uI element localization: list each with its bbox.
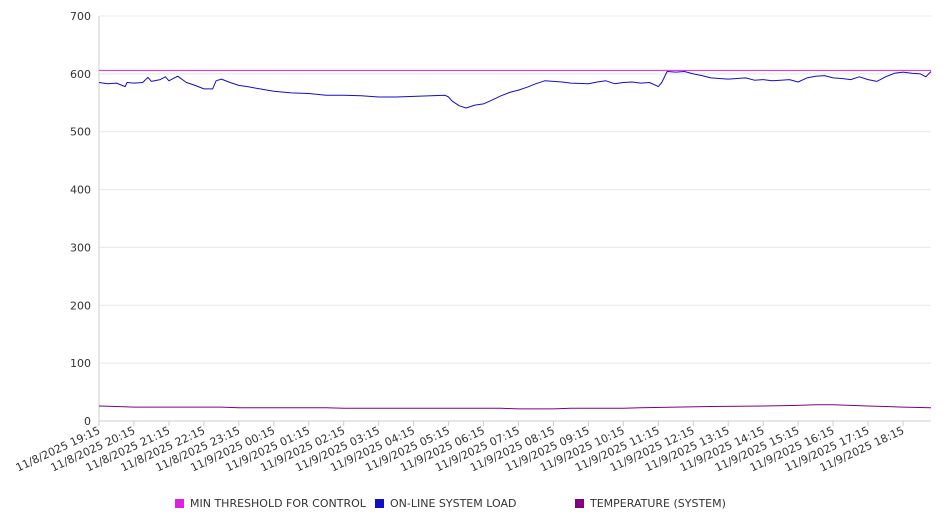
gridlines — [99, 15, 931, 364]
legend-label-min-threshold: MIN THRESHOLD FOR CONTROL — [190, 497, 366, 510]
y-tick-label-0: 0 — [84, 415, 91, 428]
legend-swatch-temperature — [575, 499, 584, 508]
legend-item-temperature[interactable]: TEMPERATURE (SYSTEM) — [575, 497, 726, 510]
y-tick-label-600: 600 — [70, 68, 91, 81]
legend-swatch-min-threshold — [175, 499, 184, 508]
y-tick-labels: 0 100 200 300 400 500 600 700 — [70, 10, 91, 428]
series-layer — [98, 69, 932, 410]
y-tick-label-200: 200 — [70, 299, 91, 312]
y-tick-label-100: 100 — [70, 357, 91, 370]
y-tick-label-400: 400 — [70, 184, 91, 197]
legend-swatch-system-load — [375, 499, 384, 508]
legend-item-system-load[interactable]: ON-LINE SYSTEM LOAD — [375, 497, 516, 510]
y-tick-label-700: 700 — [70, 10, 91, 23]
y-tick-label-300: 300 — [70, 241, 91, 254]
axes — [98, 16, 931, 426]
system-load-line — [98, 71, 932, 109]
legend-label-system-load: ON-LINE SYSTEM LOAD — [390, 497, 517, 510]
y-tick-label-500: 500 — [70, 126, 91, 139]
legend-label-temperature: TEMPERATURE (SYSTEM) — [590, 497, 726, 510]
legend-item-min-threshold[interactable]: MIN THRESHOLD FOR CONTROL — [175, 497, 366, 510]
legend: MIN THRESHOLD FOR CONTROL ON-LINE SYSTEM… — [0, 497, 946, 513]
temperature-line — [98, 404, 932, 410]
